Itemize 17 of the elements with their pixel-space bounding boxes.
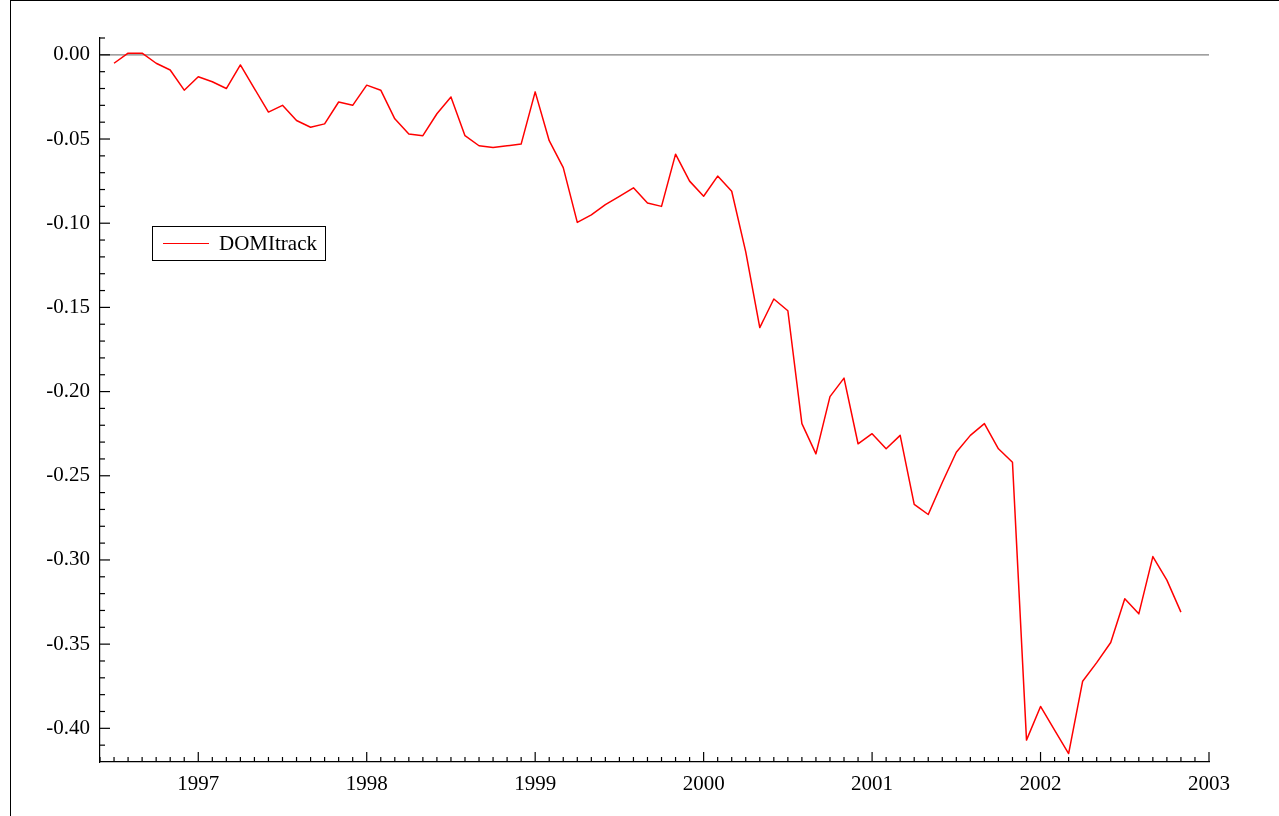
y-tick-label: -0.25 — [46, 462, 90, 487]
y-tick-label: -0.20 — [46, 378, 90, 403]
y-tick-label: -0.10 — [46, 209, 90, 234]
x-tick-label: 2003 — [1188, 771, 1230, 796]
x-tick-label: 1999 — [514, 771, 557, 796]
y-tick-label: 0.00 — [53, 41, 90, 66]
x-tick-label: 2000 — [682, 771, 725, 796]
x-tick-label: 2002 — [1019, 771, 1062, 796]
y-tick-label: -0.30 — [46, 546, 90, 571]
y-tick-label: -0.35 — [46, 630, 90, 655]
x-tick-label: 1997 — [177, 771, 220, 796]
x-tick-label: 2001 — [851, 771, 894, 796]
legend-label: DOMItrack — [219, 231, 317, 256]
y-tick-label: -0.15 — [46, 293, 90, 318]
y-tick-label: -0.40 — [46, 714, 90, 739]
x-tick-label: 1998 — [345, 771, 388, 796]
y-tick-label: -0.05 — [46, 125, 90, 150]
